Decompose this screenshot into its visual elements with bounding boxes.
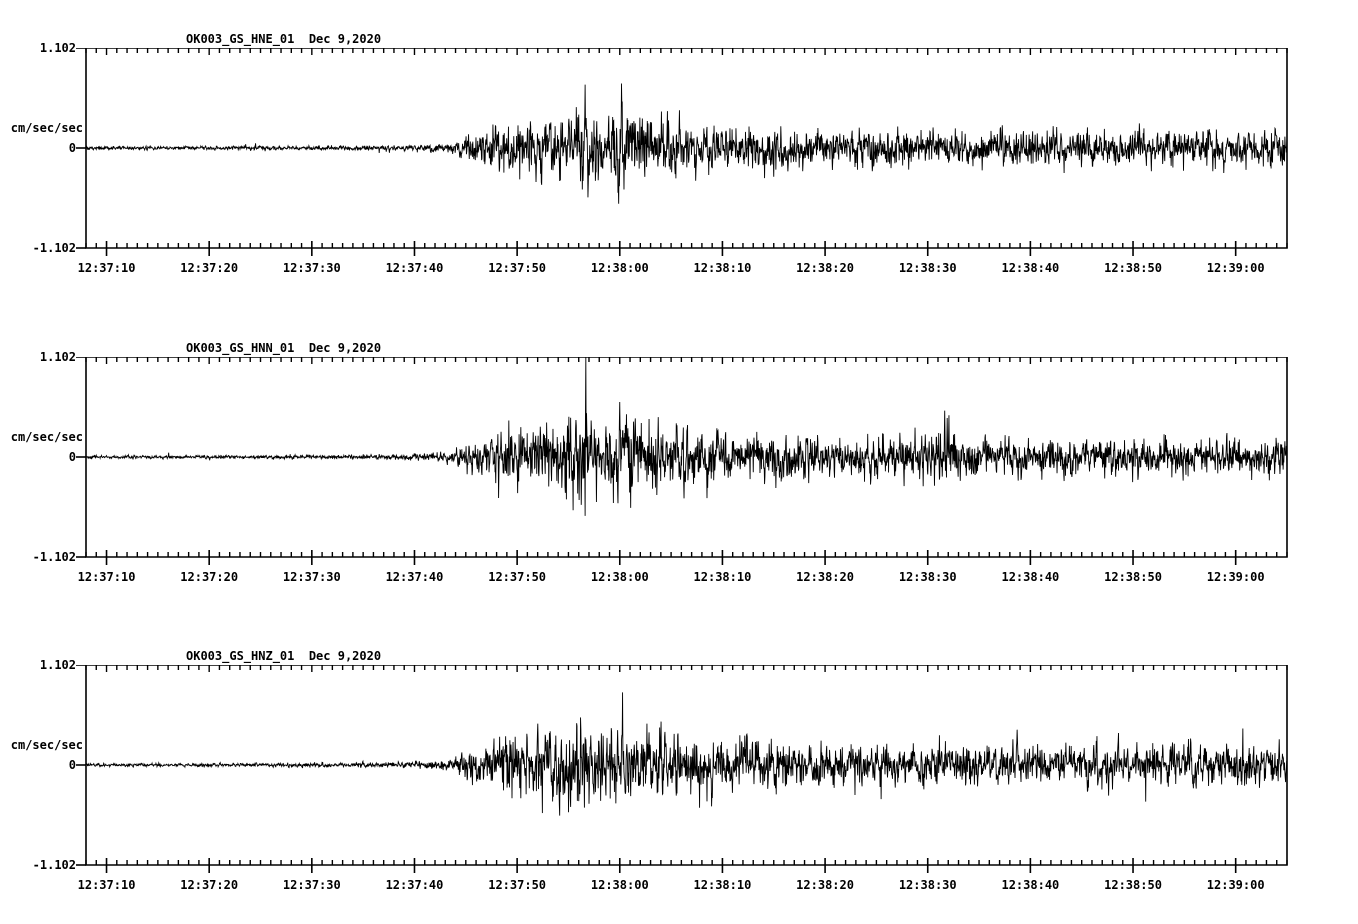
x-tick-label: 12:37:20	[180, 261, 239, 275]
x-tick-label: 12:38:40	[1001, 570, 1060, 584]
y-axis-unit-label-hnz: cm/sec/sec	[10, 738, 83, 752]
x-tick-label: 12:39:00	[1206, 261, 1265, 275]
x-tick-label: 12:37:50	[488, 261, 547, 275]
x-tick-label: 12:37:10	[77, 878, 136, 892]
y-axis-max-label-hnz: 1.102	[39, 658, 76, 672]
panel-title-hnz: OK003_GS_HNZ_01 Dec 9,2020	[186, 649, 382, 663]
x-tick-label: 12:37:20	[180, 878, 239, 892]
x-tick-label: 12:37:50	[488, 878, 547, 892]
x-axis-tick-labels-hnz: 12:37:10 12:37:20 12:37:30 12:37:40 12:37:50…	[0, 879, 1358, 899]
x-tick-label: 12:37:40	[385, 878, 444, 892]
x-tick-label: 12:38:10	[693, 261, 752, 275]
x-tick-label: 12:38:30	[898, 878, 957, 892]
x-tick-label: 12:37:30	[282, 878, 341, 892]
axis-frame-hne	[0, 48, 1358, 268]
x-tick-label: 12:38:10	[693, 570, 752, 584]
x-tick-label: 12:38:40	[1001, 878, 1060, 892]
x-tick-label: 12:38:40	[1001, 261, 1060, 275]
y-axis-max-label-hne: 1.102	[39, 41, 76, 55]
x-tick-label: 12:37:30	[282, 261, 341, 275]
y-axis-min-label-hnz: -1.102	[32, 858, 76, 872]
y-axis-max-label-hnn: 1.102	[39, 350, 76, 364]
x-axis-tick-labels-hnn: 12:37:10 12:37:20 12:37:30 12:37:40 12:37:50…	[0, 571, 1358, 591]
x-tick-label: 12:38:00	[590, 878, 649, 892]
panel-title-hne: OK003_GS_HNE_01 Dec 9,2020	[186, 32, 382, 46]
x-tick-label: 12:38:20	[796, 261, 854, 275]
x-tick-label: 12:37:30	[282, 570, 341, 584]
panel-title-hnn: OK003_GS_HNN_01 Dec 9,2020	[186, 341, 382, 355]
y-axis-unit-label-hne: cm/sec/sec	[10, 121, 83, 135]
axis-frame-hnn	[0, 357, 1358, 577]
y-axis-min-label-hnn: -1.102	[32, 550, 76, 564]
x-tick-label: 12:37:50	[488, 570, 547, 584]
y-axis-unit-label-hnn: cm/sec/sec	[10, 430, 83, 444]
y-axis-min-label-hne: -1.102	[32, 241, 76, 255]
x-tick-label: 12:37:10	[77, 570, 136, 584]
x-tick-label: 12:38:30	[898, 261, 957, 275]
x-tick-label: 12:37:40	[385, 261, 444, 275]
x-tick-label: 12:38:50	[1104, 570, 1162, 584]
y-axis-zero-label-hne: 0	[68, 141, 76, 155]
x-tick-label: 12:38:50	[1104, 261, 1162, 275]
x-tick-label: 12:38:20	[796, 570, 854, 584]
x-tick-label: 12:38:50	[1104, 878, 1162, 892]
x-tick-label: 12:39:00	[1206, 878, 1265, 892]
x-tick-label: 12:37:40	[385, 570, 444, 584]
x-tick-label: 12:39:00	[1206, 570, 1265, 584]
x-tick-label: 12:37:20	[180, 570, 239, 584]
axis-frame-hnz	[0, 665, 1358, 885]
y-axis-zero-label-hnn: 0	[68, 450, 76, 464]
y-axis-zero-label-hnz: 0	[68, 758, 76, 772]
x-tick-label: 12:37:10	[77, 261, 136, 275]
x-axis-tick-labels-hne: 12:37:10 12:37:20 12:37:30 12:37:40 12:37:50…	[0, 262, 1358, 282]
x-tick-label: 12:38:10	[693, 878, 752, 892]
x-tick-label: 12:38:20	[796, 878, 854, 892]
x-tick-label: 12:38:00	[590, 261, 649, 275]
x-tick-label: 12:38:00	[590, 570, 649, 584]
x-tick-label: 12:38:30	[898, 570, 957, 584]
